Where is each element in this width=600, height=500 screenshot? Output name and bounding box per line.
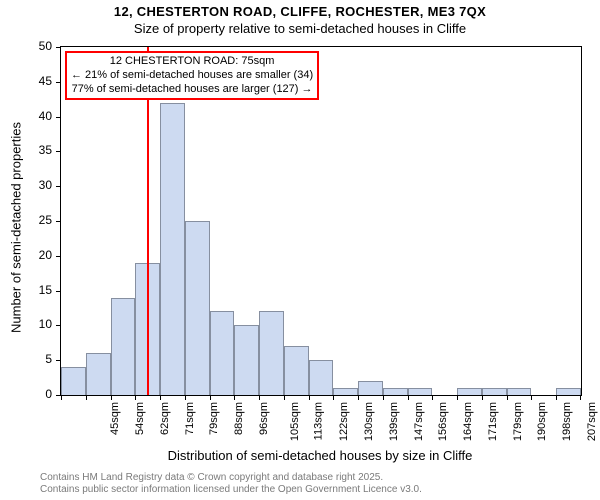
histogram-bar <box>284 346 309 395</box>
y-tick-label: 45 <box>0 74 52 88</box>
histogram-bar <box>556 388 581 395</box>
x-tick <box>482 395 483 400</box>
x-tick <box>185 395 186 400</box>
histogram-bar <box>185 221 210 395</box>
y-tick <box>56 360 61 361</box>
x-tick <box>284 395 285 400</box>
annotation-line: 77% of semi-detached houses are larger (… <box>71 83 313 97</box>
x-tick <box>160 395 161 400</box>
x-tick <box>259 395 260 400</box>
x-tick <box>333 395 334 400</box>
plot-area: 12 CHESTERTON ROAD: 75sqm← 21% of semi-d… <box>60 46 582 396</box>
y-tick-label: 50 <box>0 39 52 53</box>
x-tick <box>234 395 235 400</box>
y-tick-label: 35 <box>0 143 52 157</box>
y-tick <box>56 186 61 187</box>
x-tick-label: 147sqm <box>413 402 425 441</box>
histogram-bar <box>259 311 284 395</box>
x-tick <box>135 395 136 400</box>
x-tick <box>580 395 581 400</box>
y-tick <box>56 47 61 48</box>
histogram-bar <box>507 388 532 395</box>
histogram-bar <box>61 367 86 395</box>
histogram-bar <box>86 353 111 395</box>
x-tick-label: 171sqm <box>487 402 499 441</box>
x-tick-label: 198sqm <box>561 402 573 441</box>
x-tick <box>408 395 409 400</box>
y-tick <box>56 151 61 152</box>
x-tick <box>309 395 310 400</box>
histogram-bar <box>383 388 408 395</box>
x-tick-label: 139sqm <box>388 402 400 441</box>
x-tick-label: 62sqm <box>159 402 171 435</box>
x-tick-label: 45sqm <box>109 402 121 435</box>
histogram-bar <box>309 360 334 395</box>
x-tick <box>358 395 359 400</box>
attribution-line-1: Contains HM Land Registry data © Crown c… <box>40 472 422 484</box>
x-tick-label: 79sqm <box>208 402 220 435</box>
x-tick <box>383 395 384 400</box>
x-tick-label: 179sqm <box>512 402 524 441</box>
x-tick <box>432 395 433 400</box>
histogram-bar <box>333 388 358 395</box>
x-tick <box>86 395 87 400</box>
y-tick <box>56 291 61 292</box>
x-tick-label: 207sqm <box>586 402 598 441</box>
y-axis-label: Number of semi-detached properties <box>9 54 24 402</box>
y-tick-label: 25 <box>0 213 52 227</box>
x-tick-label: 164sqm <box>462 402 474 441</box>
histogram-bar <box>408 388 433 395</box>
annotation-line: ← 21% of semi-detached houses are smalle… <box>71 69 313 83</box>
x-axis-label: Distribution of semi-detached houses by … <box>60 448 580 463</box>
x-tick-label: 71sqm <box>184 402 196 435</box>
title-line-2: Size of property relative to semi-detach… <box>0 21 600 36</box>
y-tick <box>56 325 61 326</box>
x-tick <box>61 395 62 400</box>
x-tick <box>457 395 458 400</box>
histogram-bar <box>160 103 185 395</box>
y-tick-label: 0 <box>0 387 52 401</box>
y-tick-label: 20 <box>0 248 52 262</box>
y-tick-label: 15 <box>0 283 52 297</box>
histogram-bar <box>482 388 507 395</box>
x-tick <box>210 395 211 400</box>
title-line-1: 12, CHESTERTON ROAD, CLIFFE, ROCHESTER, … <box>0 4 600 19</box>
x-tick-label: 130sqm <box>363 402 375 441</box>
y-tick <box>56 82 61 83</box>
x-tick <box>507 395 508 400</box>
x-tick <box>531 395 532 400</box>
y-tick-label: 30 <box>0 178 52 192</box>
histogram-bar <box>457 388 482 395</box>
x-tick <box>556 395 557 400</box>
histogram-bar <box>358 381 383 395</box>
annotation-box: 12 CHESTERTON ROAD: 75sqm← 21% of semi-d… <box>65 51 319 100</box>
x-tick-label: 156sqm <box>437 402 449 441</box>
x-tick-label: 54sqm <box>134 402 146 435</box>
histogram-bar <box>234 325 259 395</box>
y-tick <box>56 221 61 222</box>
attribution-line-2: Contains public sector information licen… <box>40 484 422 496</box>
y-tick-label: 10 <box>0 317 52 331</box>
x-tick-label: 88sqm <box>233 402 245 435</box>
histogram-bar <box>111 298 136 395</box>
y-tick-label: 5 <box>0 352 52 366</box>
histogram-bar <box>210 311 235 395</box>
annotation-line: 12 CHESTERTON ROAD: 75sqm <box>71 55 313 69</box>
chart-title: 12, CHESTERTON ROAD, CLIFFE, ROCHESTER, … <box>0 4 600 36</box>
y-tick <box>56 256 61 257</box>
attribution-text: Contains HM Land Registry data © Crown c… <box>40 472 422 496</box>
x-tick-label: 122sqm <box>338 402 350 441</box>
x-tick <box>111 395 112 400</box>
x-tick-label: 96sqm <box>258 402 270 435</box>
y-tick-label: 40 <box>0 109 52 123</box>
chart-root: { "title": { "line1": "12, CHESTERTON RO… <box>0 0 600 500</box>
x-tick-label: 190sqm <box>536 402 548 441</box>
x-tick-label: 113sqm <box>313 402 325 440</box>
x-tick-label: 105sqm <box>289 402 301 441</box>
y-tick <box>56 117 61 118</box>
